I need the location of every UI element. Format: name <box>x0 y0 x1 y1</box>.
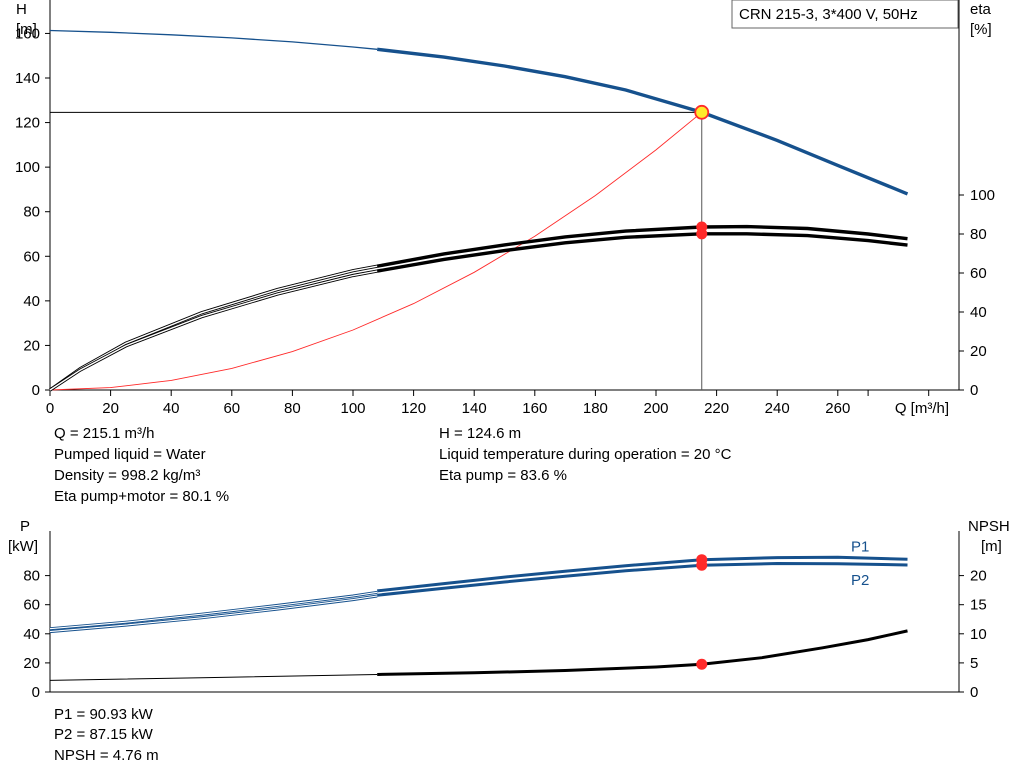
npsh-thick-line <box>377 629 908 676</box>
bottom-right-tick-label: 20 <box>970 568 987 585</box>
x-tick-label: 260 <box>825 400 850 417</box>
left-tick-label: 40 <box>23 293 40 310</box>
right-tick-label: 80 <box>970 226 987 243</box>
eta_pump-thin-outer <box>49 264 378 392</box>
x-tick-label: 40 <box>163 400 180 417</box>
duty-point-marker <box>694 104 710 120</box>
bottom-right-tick-label: 0 <box>970 684 978 701</box>
info-eta-pump: Eta pump = 83.6 % <box>439 467 567 484</box>
x-tick-label: 200 <box>643 400 668 417</box>
x-tick-label: 220 <box>704 400 729 417</box>
eta_pump-thick-line <box>376 224 908 268</box>
p1-thin-outer <box>49 590 378 631</box>
right-tick-label: 20 <box>970 343 987 360</box>
info-temperature: Liquid temperature during operation = 20… <box>439 446 732 463</box>
info-npsh: NPSH = 4.76 m <box>54 747 159 764</box>
x-tick-label: 180 <box>583 400 608 417</box>
info-p2: P2 = 87.15 kW <box>54 726 153 743</box>
right-axis-name: eta <box>970 1 992 18</box>
eta_total-thick-line <box>376 232 908 273</box>
left-tick-label: 140 <box>15 70 40 87</box>
right-tick-label: 40 <box>970 304 987 321</box>
p2-series-label: P2 <box>851 572 869 589</box>
x-tick-label: 100 <box>340 400 365 417</box>
p1-thick-line <box>377 555 908 593</box>
bottom-left-tick-label: 80 <box>23 568 40 585</box>
p2-thin-inner <box>49 595 378 633</box>
info-eta-total: Eta pump+motor = 80.1 % <box>54 488 230 505</box>
p1-thin-inner <box>49 591 378 630</box>
eta-total-marker <box>696 228 708 240</box>
left-tick-label: 80 <box>23 204 40 221</box>
left-axis-unit: [m] <box>16 21 37 38</box>
left-tick-label: 100 <box>15 159 40 176</box>
title-box <box>731 0 959 29</box>
bottom-right-tick-label: 15 <box>970 597 987 614</box>
info-liquid: Pumped liquid = Water <box>54 446 206 463</box>
info-p1: P1 = 90.93 kW <box>54 706 153 723</box>
chart-title: CRN 215-3, 3*400 V, 50Hz <box>739 6 918 23</box>
eta_total-thin-inner <box>49 270 378 391</box>
bottom-left-axis-unit: [kW] <box>8 538 38 555</box>
npsh-thin-line <box>49 674 378 681</box>
left-axis-name: H <box>16 1 27 18</box>
right-axis-unit: [%] <box>970 21 992 38</box>
head-thin-line <box>49 29 378 50</box>
bottom-right-axis-unit: [m] <box>981 538 1002 555</box>
left-tick-label: 120 <box>15 115 40 132</box>
info-head: H = 124.6 m <box>439 425 522 442</box>
npsh-marker <box>696 658 708 670</box>
info-density: Density = 998.2 kg/m³ <box>54 467 201 484</box>
bottom-left-tick-label: 20 <box>23 655 40 672</box>
x-tick-label: 140 <box>462 400 487 417</box>
left-tick-label: 60 <box>23 248 40 265</box>
left-tick-label: 0 <box>32 382 40 399</box>
eta_pump-thin-inner <box>49 265 378 391</box>
left-tick-label: 20 <box>23 337 40 354</box>
p1-series-label: P1 <box>851 538 869 555</box>
x-tick-label: 80 <box>284 400 301 417</box>
bottom-left-tick-label: 40 <box>23 626 40 643</box>
bottom-right-tick-label: 5 <box>970 655 978 672</box>
bottom-right-axis-name: NPSH <box>968 518 1010 535</box>
x-axis-label: Q [m³/h] <box>895 400 949 417</box>
right-tick-label: 100 <box>970 187 995 204</box>
bottom-left-tick-label: 60 <box>23 597 40 614</box>
x-tick-label: 0 <box>46 400 54 417</box>
right-tick-label: 0 <box>970 382 978 399</box>
bottom-left-axis-name: P <box>20 518 30 535</box>
right-tick-label: 60 <box>970 265 987 282</box>
bottom-right-tick-label: 10 <box>970 626 987 643</box>
p2-marker <box>696 559 708 571</box>
p2-thick-line <box>377 561 908 597</box>
head-thick-line <box>377 47 909 196</box>
info-flow: Q = 215.1 m³/h <box>54 425 155 442</box>
x-tick-label: 160 <box>522 400 547 417</box>
x-tick-label: 20 <box>102 400 119 417</box>
x-tick-label: 240 <box>765 400 790 417</box>
x-tick-label: 120 <box>401 400 426 417</box>
x-tick-label: 60 <box>223 400 240 417</box>
bottom-left-tick-label: 0 <box>32 684 40 701</box>
left-tick-label: 160 <box>15 25 40 42</box>
system-curve <box>49 111 703 391</box>
